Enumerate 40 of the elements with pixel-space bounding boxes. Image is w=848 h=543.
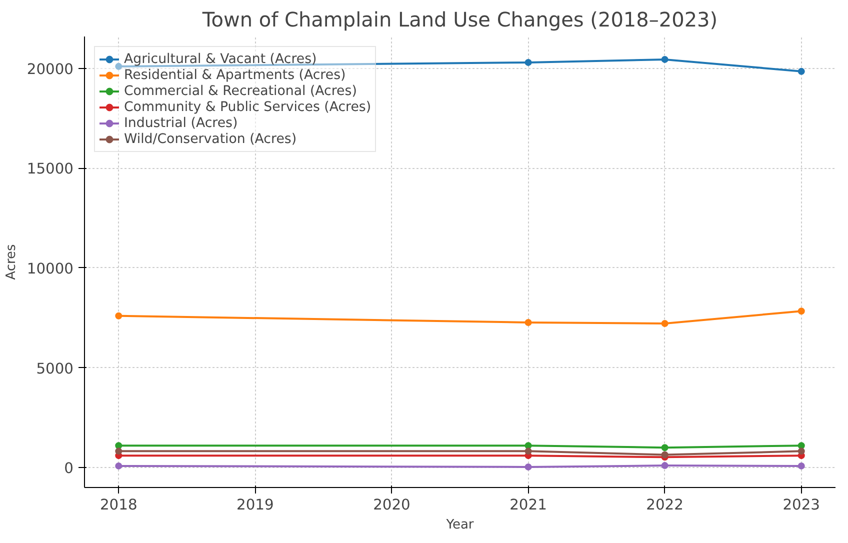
point xyxy=(524,58,532,66)
point xyxy=(661,451,668,458)
legend-label: Wild/Conservation (Acres) xyxy=(124,131,297,147)
point xyxy=(524,448,532,455)
point xyxy=(524,463,532,470)
point xyxy=(798,462,805,470)
x-tick-label: 2022 xyxy=(646,496,684,514)
y-tick-label: 5000 xyxy=(36,360,74,378)
point xyxy=(115,462,122,470)
y-tick-label: 10000 xyxy=(26,260,74,278)
y-tick-label: 0 xyxy=(64,460,74,478)
point xyxy=(115,312,122,320)
y-axis-title: Acres xyxy=(4,244,19,280)
point xyxy=(115,442,122,450)
legend-label: Industrial (Acres) xyxy=(124,115,238,131)
legend-label: Commercial & Recreational (Acres) xyxy=(124,83,357,99)
point xyxy=(115,448,122,455)
point xyxy=(798,442,805,450)
point xyxy=(661,320,668,327)
point xyxy=(798,448,805,455)
point xyxy=(661,462,668,470)
y-tick-label: 20000 xyxy=(26,60,74,78)
chart-title: Town of Champlain Land Use Changes (2018–2023) xyxy=(201,8,718,32)
legend-label: Community & Public Services (Acres) xyxy=(124,99,372,115)
point xyxy=(524,442,532,450)
point xyxy=(661,56,668,63)
x-tick-label: 2018 xyxy=(100,496,138,514)
legend-label: Residential & Apartments (Acres) xyxy=(124,67,346,83)
x-tick-label: 2019 xyxy=(236,496,274,514)
point xyxy=(115,62,122,70)
point xyxy=(661,444,668,452)
point xyxy=(524,318,532,326)
x-tick-label: 2020 xyxy=(373,496,410,514)
point xyxy=(798,308,805,315)
x-tick-label: 2023 xyxy=(782,496,820,514)
y-tick-label: 15000 xyxy=(26,160,74,178)
point xyxy=(798,68,805,75)
x-tick-label: 2021 xyxy=(510,496,547,514)
legend-label: Agricultural & Vacant (Acres) xyxy=(124,51,317,67)
x-axis-title: Year xyxy=(445,518,474,532)
